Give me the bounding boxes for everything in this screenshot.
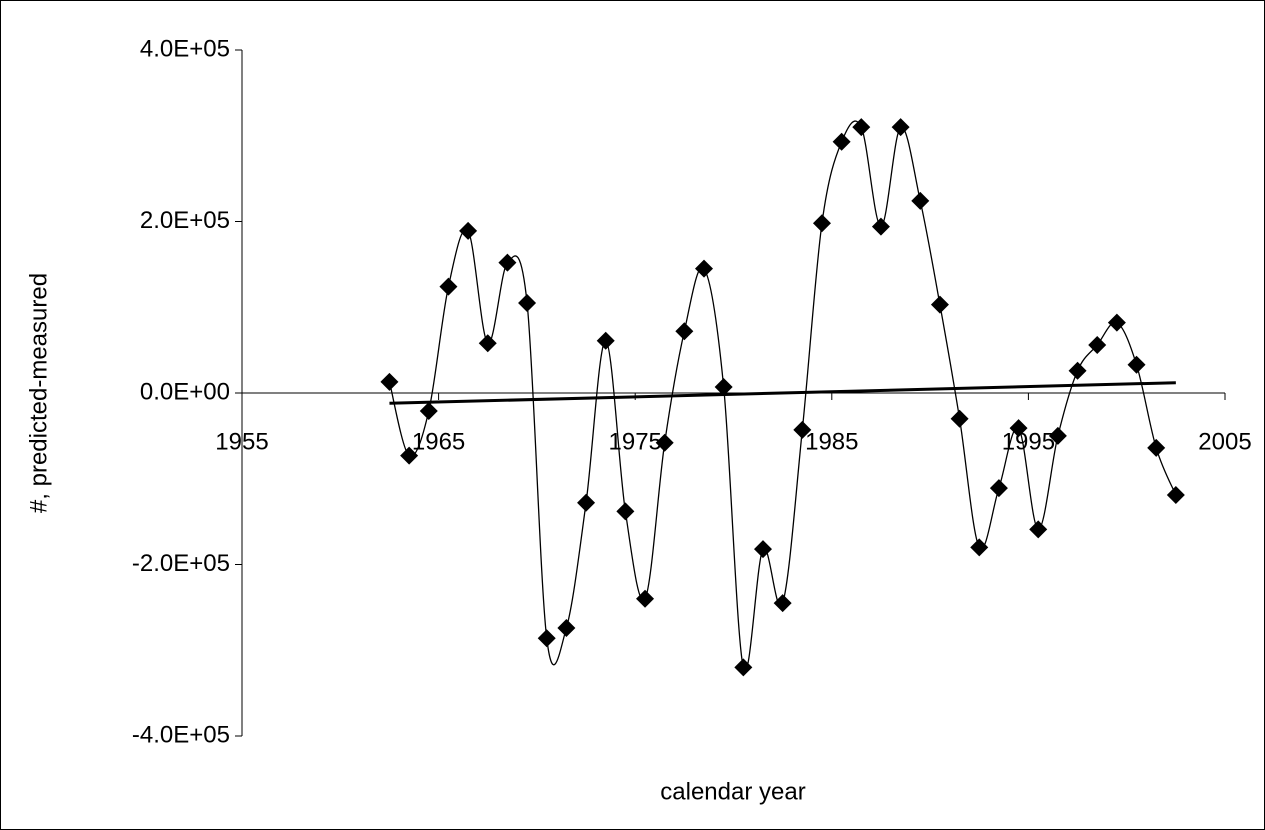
data-point <box>577 493 596 512</box>
y-tick-label: 0.0E+00 <box>140 378 230 405</box>
y-tick-label: -4.0E+05 <box>132 721 230 748</box>
data-point <box>793 420 812 439</box>
data-point <box>1029 520 1048 539</box>
y-tick-label: 4.0E+05 <box>140 35 230 62</box>
data-point <box>812 214 831 233</box>
data-point <box>970 538 989 557</box>
data-point <box>852 118 871 137</box>
data-point <box>1048 426 1067 445</box>
y-tick-label: -2.0E+05 <box>132 550 230 577</box>
data-point <box>557 618 576 637</box>
data-point <box>380 372 399 391</box>
data-point <box>1107 313 1126 332</box>
data-point <box>1127 355 1146 374</box>
x-tick-label: 1985 <box>805 428 858 455</box>
data-point <box>753 540 772 559</box>
data-point <box>459 221 478 240</box>
data-point <box>911 191 930 210</box>
data-point <box>832 132 851 151</box>
x-tick-label: 2005 <box>1198 428 1251 455</box>
x-tick-label: 1975 <box>609 428 662 455</box>
data-point <box>989 479 1008 498</box>
data-point <box>930 295 949 314</box>
data-point <box>734 658 753 677</box>
x-tick-label: 1995 <box>1002 428 1055 455</box>
data-point <box>518 293 537 312</box>
data-point <box>695 259 714 278</box>
data-point <box>498 253 517 272</box>
x-axis-label: calendar year <box>660 778 805 805</box>
data-point <box>891 118 910 137</box>
data-point <box>616 502 635 521</box>
data-point <box>1009 419 1028 438</box>
data-point <box>1068 361 1087 380</box>
data-point <box>871 217 890 236</box>
data-point <box>655 433 674 452</box>
trend-line <box>389 381 1176 405</box>
data-point <box>439 277 458 296</box>
data-point <box>675 322 694 341</box>
data-point <box>1088 335 1107 354</box>
data-point <box>596 331 615 350</box>
y-axis-label: #, predicted-measured <box>25 273 52 513</box>
data-point <box>714 377 733 396</box>
data-point <box>478 334 497 353</box>
data-point <box>537 629 556 648</box>
data-point <box>773 594 792 613</box>
data-point <box>636 589 655 608</box>
data-point <box>1147 438 1166 457</box>
data-point <box>400 446 419 465</box>
data-point <box>419 402 438 421</box>
data-point <box>1166 486 1185 505</box>
data-point <box>950 409 969 428</box>
y-tick-label: 2.0E+05 <box>140 207 230 234</box>
x-tick-label: 1955 <box>215 428 268 455</box>
